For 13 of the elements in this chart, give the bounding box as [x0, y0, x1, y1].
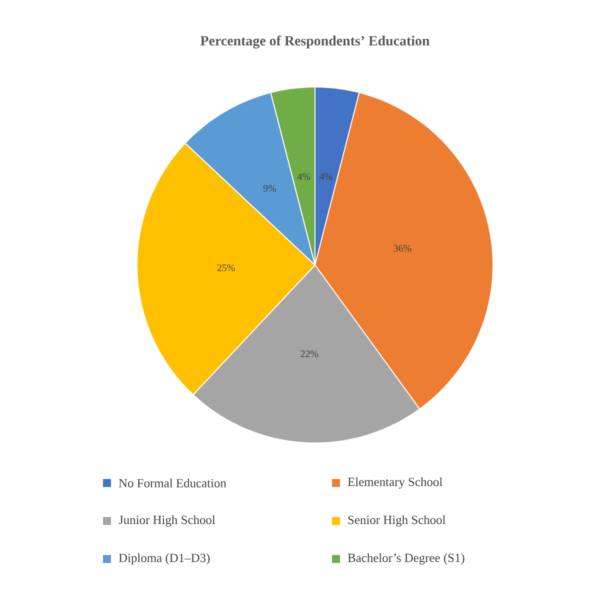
- data-label: 22%: [300, 350, 318, 358]
- data-label: 36%: [394, 244, 412, 252]
- legend-label: Junior High School: [118, 515, 216, 527]
- data-label: 4%: [320, 173, 332, 180]
- chart-title: Percentage of Respondents’ Education: [200, 36, 430, 48]
- legend-label: Senior High School: [348, 515, 446, 527]
- data-label: 9%: [263, 185, 276, 192]
- legend-label: Elementary School: [348, 477, 442, 489]
- legend-label: Diploma (D1–D3): [118, 553, 210, 565]
- legend-label: Bachelor’s Degree (S1): [348, 553, 464, 565]
- data-label: 25%: [217, 264, 235, 272]
- legend-label: No Formal Education: [118, 478, 226, 488]
- data-label: 4%: [297, 173, 310, 180]
